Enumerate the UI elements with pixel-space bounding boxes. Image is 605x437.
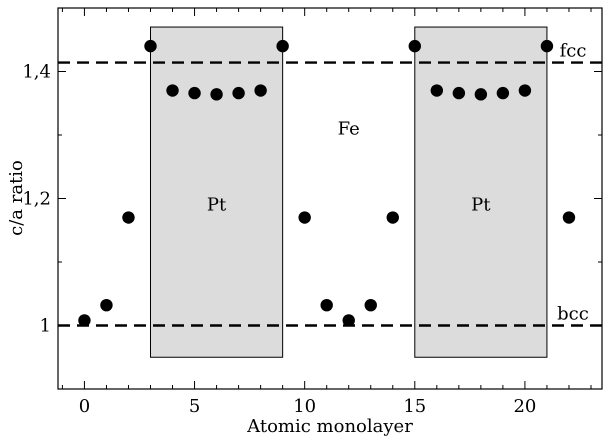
data-point-16 bbox=[430, 84, 444, 97]
data-point-3 bbox=[144, 39, 157, 53]
data-point-22 bbox=[562, 211, 576, 224]
reference-lines: fcc bcc bbox=[58, 41, 602, 327]
data-point-17 bbox=[452, 86, 466, 100]
x-axis-label: Atomic monolayer bbox=[246, 416, 413, 437]
y-tick-label: 1,2 bbox=[22, 189, 51, 210]
y-axis-label: c/a ratio bbox=[6, 160, 27, 236]
data-points bbox=[78, 39, 576, 327]
data-point-14 bbox=[386, 211, 399, 224]
data-point-12 bbox=[342, 314, 355, 327]
data-point-1 bbox=[100, 298, 113, 312]
data-point-21 bbox=[540, 39, 554, 53]
x-tick-label-5: 5 bbox=[189, 396, 200, 417]
pt-region-label-2: Pt bbox=[471, 195, 491, 216]
x-tick-label-10: 10 bbox=[293, 396, 316, 417]
data-point-7 bbox=[232, 86, 245, 100]
data-point-11 bbox=[320, 298, 333, 312]
data-point-5 bbox=[188, 86, 201, 100]
x-tick-label-20: 20 bbox=[513, 396, 536, 417]
x-tick-label-0: 0 bbox=[79, 396, 90, 417]
data-point-18 bbox=[474, 88, 488, 101]
pt-region-2 bbox=[414, 26, 548, 358]
pt-region-label-1: Pt bbox=[207, 195, 227, 216]
labels: Atomic monolayer c/a ratio Fe bbox=[6, 119, 413, 437]
data-point-8 bbox=[254, 84, 267, 97]
y-tick-label: 1 bbox=[40, 316, 51, 337]
data-point-0 bbox=[78, 314, 91, 327]
data-point-20 bbox=[518, 84, 532, 97]
data-point-13 bbox=[364, 298, 377, 312]
data-point-15 bbox=[408, 39, 421, 53]
data-point-4 bbox=[166, 84, 179, 97]
data-point-2 bbox=[122, 211, 135, 224]
data-point-9 bbox=[276, 39, 289, 53]
data-point-10 bbox=[298, 211, 311, 224]
shaded-regions: Pt Pt bbox=[150, 26, 548, 358]
data-point-6 bbox=[210, 88, 223, 101]
y-tick-label: 1,4 bbox=[22, 62, 51, 83]
reference-line-label-fcc: fcc bbox=[560, 41, 587, 62]
data-point-19 bbox=[496, 86, 510, 100]
axes: 0 5 10 15 20 1 1,2 1,4 bbox=[22, 7, 603, 417]
pt-region-1 bbox=[150, 26, 284, 358]
reference-line-label-bcc: bcc bbox=[557, 304, 589, 325]
annotation-fe: Fe bbox=[338, 119, 360, 140]
x-tick-label-15: 15 bbox=[403, 396, 426, 417]
